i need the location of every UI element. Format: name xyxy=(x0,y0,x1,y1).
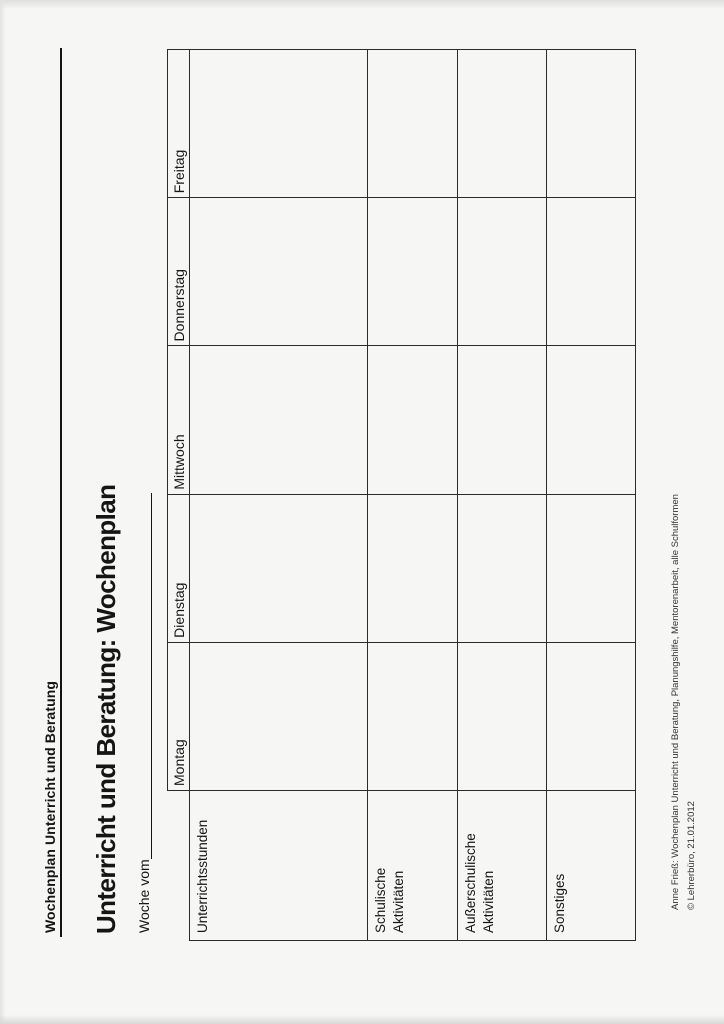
plan-cell xyxy=(367,345,458,495)
day-header-donnerstag: Donnerstag xyxy=(167,197,190,346)
day-header-mittwoch: Mittwoch xyxy=(167,345,190,495)
plan-cell xyxy=(189,197,368,346)
plan-cell xyxy=(457,345,547,495)
header-rule xyxy=(60,48,62,937)
plan-cell xyxy=(367,197,458,346)
plan-cell xyxy=(367,642,458,791)
plan-cell xyxy=(367,49,458,198)
plan-cell xyxy=(546,197,636,346)
plan-cell xyxy=(189,494,368,643)
weekly-plan-table: Montag Dienstag Mittwoch Donnerstag Frei… xyxy=(167,49,636,941)
row-label-unterrichtsstunden: Unterrichtsstunden xyxy=(189,790,368,941)
plan-cell xyxy=(189,49,368,198)
week-fill-in-line xyxy=(151,493,153,859)
week-field-label: Woche vom xyxy=(136,859,152,933)
document-title: Unterricht und Beratung: Wochenplan xyxy=(91,484,121,934)
plan-cell xyxy=(457,494,547,643)
row-label-sonstiges: Sonstiges xyxy=(546,790,636,941)
corner-cell xyxy=(167,790,190,941)
plan-cell xyxy=(546,642,636,791)
attribution-credit: Anne Frieß: Wochenplan Unterricht und Be… xyxy=(670,494,681,910)
table-row: Unterrichtsstunden xyxy=(189,49,368,941)
day-header-dienstag: Dienstag xyxy=(167,494,190,643)
day-header-montag: Montag xyxy=(167,642,190,791)
table-row: Schulische Aktivitäten xyxy=(367,49,458,941)
day-header-row: Montag Dienstag Mittwoch Donnerstag Frei… xyxy=(167,49,190,941)
plan-cell xyxy=(457,197,547,346)
table-row: Außerschulische Aktivitäten xyxy=(457,49,547,941)
document-header: Wochenplan Unterricht und Beratung xyxy=(42,680,58,933)
plan-cell xyxy=(546,494,636,643)
plan-cell xyxy=(367,494,458,643)
plan-cell xyxy=(546,49,636,198)
attribution-copyright: © Lehrerbüro, 21.01.2012 xyxy=(686,801,697,910)
day-header-freitag: Freitag xyxy=(167,49,190,198)
plan-cell xyxy=(457,642,547,791)
row-label-schulische-aktivitaeten: Schulische Aktivitäten xyxy=(367,790,458,941)
plan-cell xyxy=(457,49,547,198)
plan-cell xyxy=(546,345,636,495)
plan-cell xyxy=(189,345,368,495)
plan-cell xyxy=(189,642,368,791)
attribution-footer: Anne Frieß: Wochenplan Unterricht und Be… xyxy=(668,494,700,910)
table-row: Sonstiges xyxy=(546,49,636,941)
row-label-ausserschulische-aktivitaeten: Außerschulische Aktivitäten xyxy=(457,790,547,941)
